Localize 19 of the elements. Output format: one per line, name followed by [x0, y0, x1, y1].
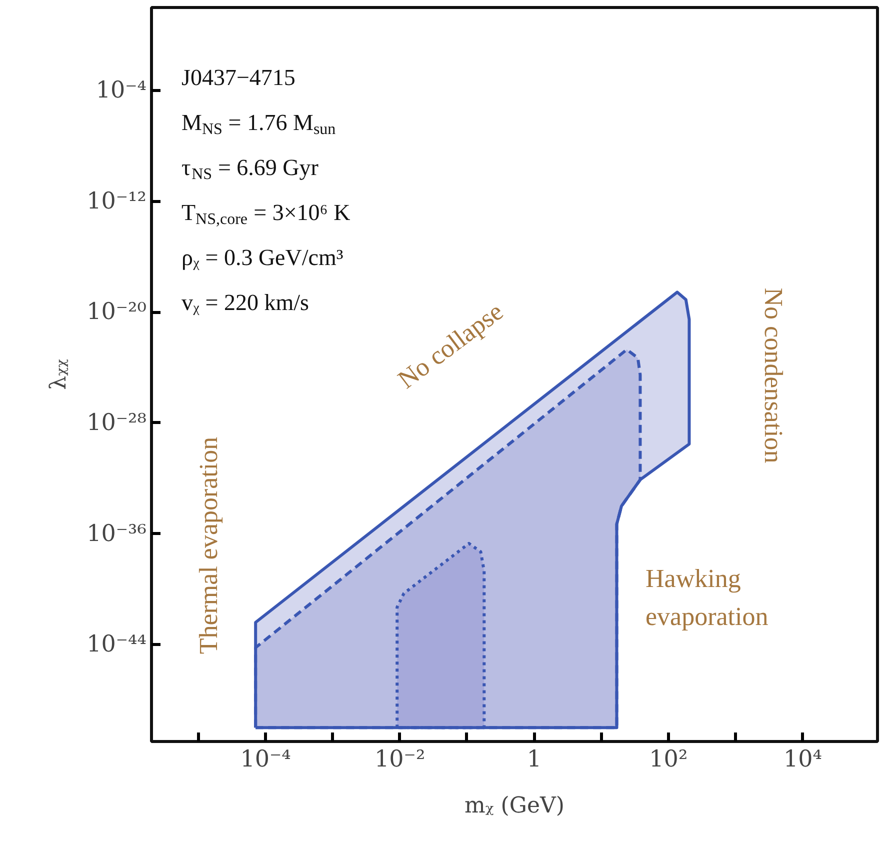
y-tick-label: 10⁻⁴: [96, 78, 147, 104]
y-tick-label: 10⁻⁴⁴: [86, 632, 147, 658]
y-tick-label: 10⁻²⁸: [86, 410, 147, 436]
y-tick-label: 10⁻²⁰: [86, 299, 147, 326]
annotation: vᵪ = 220 km/s: [182, 290, 309, 315]
x-tick-label: 10⁴: [783, 746, 822, 772]
annotation: Thermal evaporation: [194, 436, 223, 654]
annotation: No condensation: [759, 288, 788, 464]
annotation: Hawking evaporation: [646, 564, 768, 631]
annotation: J0437−4715: [182, 65, 296, 90]
annotation: ρᵪ = 0.3 GeV/cm³: [182, 245, 344, 270]
x-tick-label: 10⁻⁴: [240, 746, 291, 772]
x-tick-label: 1: [526, 746, 542, 772]
x-tick-label: 10²: [649, 746, 688, 772]
y-tick-label: 10⁻¹²: [86, 188, 147, 214]
x-axis-title: mᵪ (GeV): [464, 794, 564, 818]
y-axis-title: λᵪᵪ: [46, 358, 72, 390]
x-tick-label: 10⁻²: [374, 746, 426, 772]
y-tick-label: 10⁻³⁶: [86, 520, 147, 547]
